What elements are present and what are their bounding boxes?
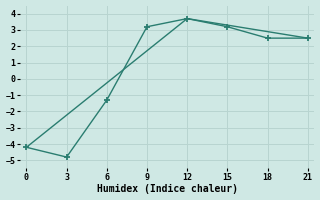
- X-axis label: Humidex (Indice chaleur): Humidex (Indice chaleur): [97, 184, 237, 194]
